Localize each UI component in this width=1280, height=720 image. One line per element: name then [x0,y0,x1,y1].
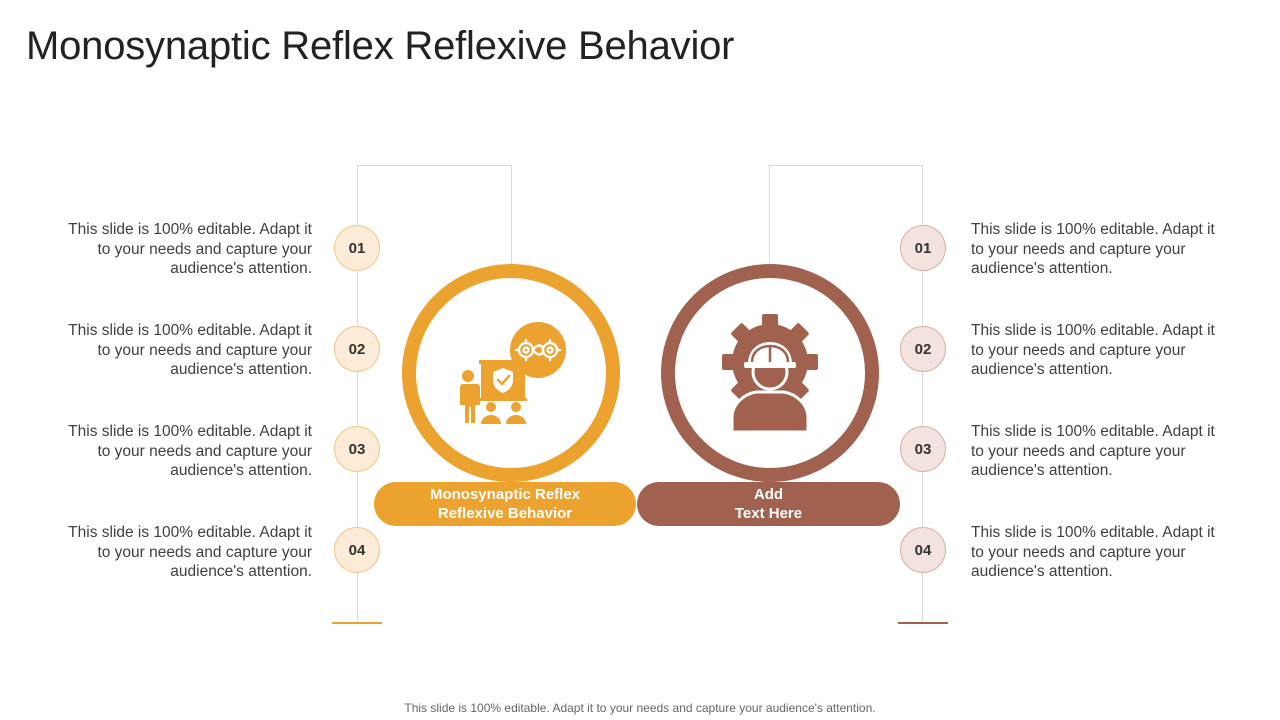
engineer-gear-icon [722,314,818,432]
left-step-badge-1: 01 [334,225,380,271]
right-ring-connector [769,165,770,265]
left-label-line2: Reflexive Behavior [437,505,573,522]
left-step-badge-4: 04 [334,527,380,573]
page-title: Monosynaptic Reflex Reflexive Behavior [26,24,735,68]
left-timeline-base [332,622,382,624]
right-step-badge-3: 03 [900,426,946,472]
left-step-text-3: This slide is 100% editable. Adapt it to… [68,423,312,479]
left-ring-connector [511,165,512,265]
left-step-text-2: This slide is 100% editable. Adapt it to… [68,322,312,378]
left-step-badge-3: 03 [334,426,380,472]
left-top-connector [357,165,512,166]
left-step-text-4: This slide is 100% editable. Adapt it to… [68,524,312,580]
right-timeline-base [898,622,948,624]
presentation-teamwork-icon [459,322,566,424]
left-label-line1: Monosynaptic Reflex [429,486,581,503]
left-step-badge-2: 02 [334,326,380,372]
right-step-badge-1: 01 [900,225,946,271]
right-timeline-line [922,165,923,623]
left-timeline-line [357,165,358,623]
right-step-text-2: This slide is 100% editable. Adapt it to… [971,322,1215,378]
right-label-line2: Text Here [734,505,803,522]
right-step-badge-2: 02 [900,326,946,372]
right-step-text-3: This slide is 100% editable. Adapt it to… [971,423,1215,479]
right-step-text-1: This slide is 100% editable. Adapt it to… [971,221,1215,277]
right-top-connector [769,165,923,166]
right-step-text-4: This slide is 100% editable. Adapt it to… [971,524,1215,580]
right-label-pill: Add Text Here [637,482,900,526]
right-label-line1: Add [753,486,784,503]
right-step-badge-4: 04 [900,527,946,573]
left-step-text-1: This slide is 100% editable. Adapt it to… [68,221,312,277]
left-label-pill: Monosynaptic Reflex Reflexive Behavior [374,482,636,526]
footer-note: This slide is 100% editable. Adapt it to… [404,701,876,715]
